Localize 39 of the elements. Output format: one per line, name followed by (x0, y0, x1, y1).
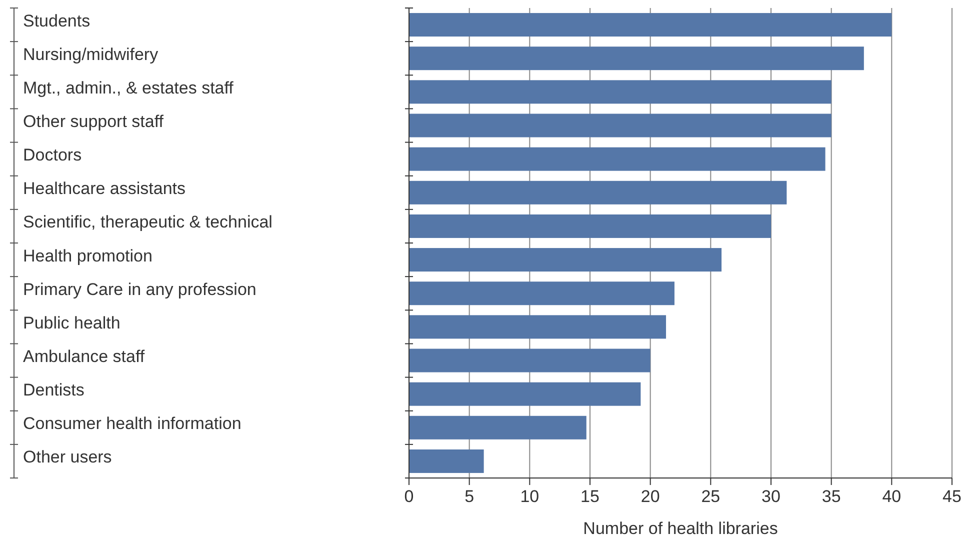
x-tick-label: 5 (464, 487, 474, 506)
bar (409, 80, 832, 104)
bar (409, 248, 722, 272)
y-tick-label: Mgt., admin., & estates staff (23, 78, 234, 98)
bar (409, 416, 586, 440)
bar (409, 449, 484, 473)
x-axis-title: Number of health libraries (583, 519, 778, 538)
bar (409, 13, 892, 37)
y-tick-label: Consumer health information (23, 414, 242, 434)
bar (409, 180, 787, 204)
y-tick-label: Primary Care in any profession (23, 280, 256, 299)
bar (409, 348, 650, 372)
x-tick-label: 15 (580, 487, 600, 506)
x-tick-label: 25 (701, 487, 720, 506)
bar (409, 282, 674, 306)
y-tick-label: Healthcare assistants (23, 179, 186, 198)
x-tick-label: 35 (822, 487, 841, 506)
y-tick-label: Students (23, 11, 90, 30)
bar (409, 315, 666, 339)
y-tick-label: Nursing/midwifery (23, 44, 159, 64)
bar (409, 114, 832, 138)
x-tick-label: 0 (404, 487, 414, 506)
bar (409, 147, 826, 171)
x-tick-label: 30 (762, 487, 780, 506)
y-tick-label: Doctors (23, 146, 82, 165)
y-tick-label: Ambulance staff (23, 346, 145, 366)
y-tick-label: Public health (23, 313, 120, 332)
x-tick-label: 40 (882, 487, 902, 506)
bar (409, 382, 641, 406)
bar (409, 214, 771, 238)
x-tick-label: 20 (640, 487, 660, 506)
x-tick-label: 10 (520, 487, 540, 506)
y-tick-label: Dentists (23, 380, 84, 400)
y-tick-label: Other support staff (23, 112, 164, 131)
x-tick-label: 45 (942, 487, 962, 506)
y-tick-label: Other users (23, 448, 112, 467)
bar (409, 46, 864, 70)
y-tick-label: Scientific, therapeutic & technical (23, 212, 272, 232)
y-tick-label: Health promotion (23, 246, 152, 266)
